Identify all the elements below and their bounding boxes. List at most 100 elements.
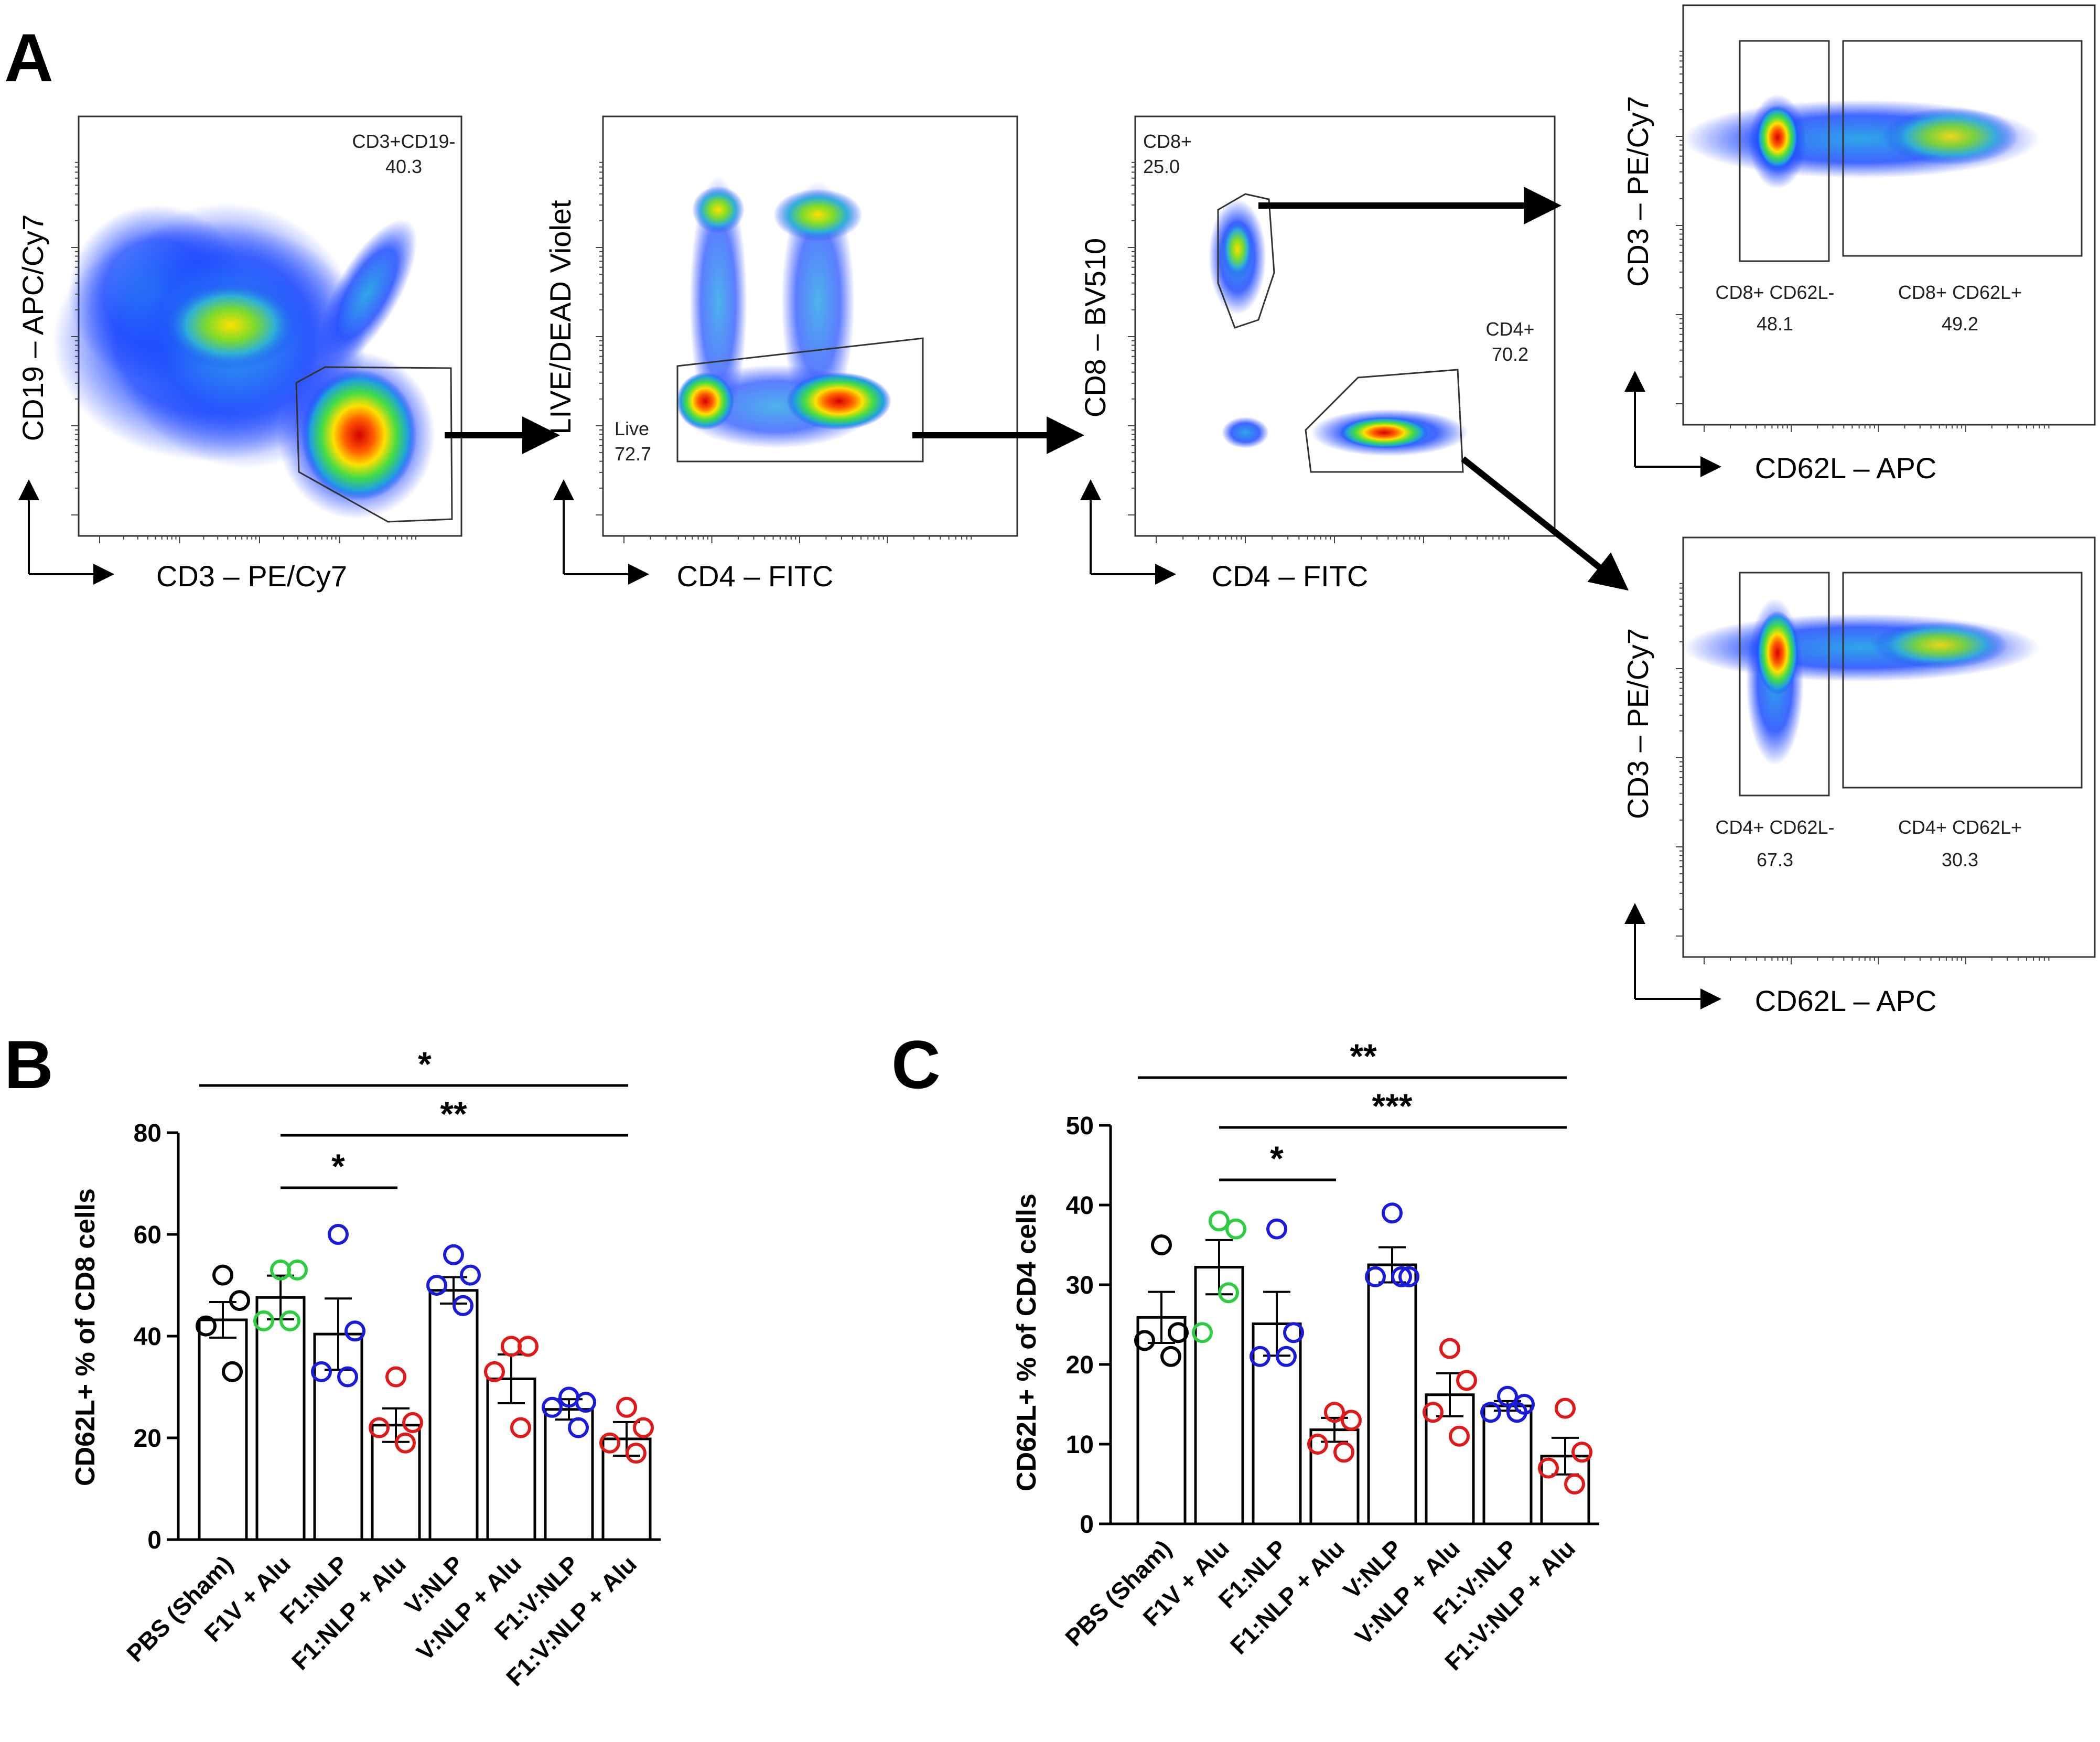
gate-cd4-cd62l-pos bbox=[1842, 572, 2083, 789]
density-cloud bbox=[1209, 199, 1468, 456]
data-point bbox=[1449, 1425, 1470, 1447]
bar bbox=[198, 1318, 248, 1541]
gate-value: 30.3 bbox=[1942, 849, 1978, 870]
bar bbox=[255, 1296, 306, 1541]
data-point bbox=[279, 1310, 300, 1331]
data-point bbox=[1564, 1474, 1585, 1494]
data-point bbox=[501, 1336, 522, 1357]
gate-value: 72.7 bbox=[615, 443, 651, 465]
flow-axis-ticks bbox=[71, 50, 2050, 964]
data-point bbox=[1333, 1442, 1354, 1463]
data-point bbox=[253, 1310, 274, 1331]
gate-value: 48.1 bbox=[1757, 313, 1793, 335]
gate-name: CD8+ CD62L- bbox=[1715, 282, 1834, 303]
plot-frame bbox=[1682, 4, 2096, 426]
y-tick-label: 20 bbox=[1066, 1351, 1094, 1379]
y-tick-label: 40 bbox=[1066, 1192, 1094, 1220]
y-tick-label: 50 bbox=[1066, 1112, 1094, 1140]
data-point bbox=[1571, 1442, 1592, 1463]
data-point bbox=[1209, 1210, 1230, 1232]
gate-live bbox=[676, 337, 924, 463]
plot-frame bbox=[1682, 536, 2096, 958]
bar bbox=[1194, 1266, 1244, 1525]
y-axis-label: CD3 – PE/Cy7 bbox=[1621, 628, 1654, 819]
data-point bbox=[1266, 1218, 1287, 1240]
bar bbox=[1309, 1428, 1360, 1525]
data-point bbox=[1283, 1322, 1304, 1343]
gate-cd4 bbox=[1305, 369, 1464, 473]
y-tick-label: 80 bbox=[134, 1120, 161, 1147]
density-cloud bbox=[52, 202, 435, 519]
data-point bbox=[1456, 1370, 1477, 1391]
data-point bbox=[229, 1290, 250, 1311]
data-point bbox=[1225, 1218, 1246, 1240]
significance-label: ** bbox=[1350, 1037, 1377, 1076]
y-tick-label: 0 bbox=[147, 1526, 161, 1554]
data-point bbox=[443, 1244, 464, 1265]
y-tick-label: 60 bbox=[134, 1221, 161, 1249]
gating-arrows bbox=[445, 187, 1629, 591]
significance-label: * bbox=[331, 1147, 345, 1186]
data-point bbox=[484, 1361, 505, 1382]
bar bbox=[428, 1289, 479, 1541]
data-point bbox=[337, 1366, 358, 1388]
data-point bbox=[510, 1417, 531, 1438]
data-point bbox=[626, 1443, 647, 1464]
data-point bbox=[1218, 1282, 1239, 1304]
density-cloud bbox=[1683, 94, 2040, 189]
data-point bbox=[1439, 1338, 1460, 1359]
gate-value: 40.3 bbox=[385, 156, 422, 177]
density-cloud bbox=[1683, 598, 2040, 766]
panel-label-c: C bbox=[891, 1026, 941, 1103]
data-point bbox=[1398, 1266, 1419, 1287]
data-point bbox=[1324, 1402, 1345, 1423]
data-point bbox=[453, 1295, 473, 1316]
gate-value: 49.2 bbox=[1942, 313, 1978, 335]
data-point bbox=[518, 1336, 539, 1357]
data-point bbox=[1555, 1397, 1576, 1419]
density-cloud bbox=[676, 176, 891, 448]
significance-label: * bbox=[418, 1045, 432, 1083]
data-point bbox=[385, 1366, 406, 1388]
gate-cd3-cd19 bbox=[295, 366, 453, 523]
data-point bbox=[1365, 1266, 1386, 1287]
panel-label-b: B bbox=[4, 1026, 53, 1103]
data-point bbox=[1307, 1434, 1328, 1455]
y-tick-label: 0 bbox=[1080, 1511, 1094, 1539]
gate-value: 70.2 bbox=[1492, 343, 1528, 365]
x-axis-label: CD4 – FITC bbox=[677, 560, 834, 593]
y-axis-label: LIVE/DEAD Violet bbox=[544, 200, 577, 435]
y-tick-label: 30 bbox=[1066, 1272, 1094, 1299]
data-point bbox=[344, 1320, 365, 1342]
gate-name: CD8+ bbox=[1143, 131, 1192, 152]
x-axis-label: CD62L – APC bbox=[1755, 984, 1937, 1017]
gate-cd4-cd62l-neg bbox=[1739, 572, 1830, 797]
x-axis-label: CD4 – FITC bbox=[1212, 560, 1369, 593]
significance-label: ** bbox=[440, 1094, 467, 1133]
data-point bbox=[212, 1264, 233, 1286]
data-point bbox=[1134, 1330, 1155, 1351]
gate-value: 25.0 bbox=[1143, 156, 1180, 177]
gate-name: CD4+ bbox=[1485, 318, 1534, 340]
y-axis-label: CD3 – PE/Cy7 bbox=[1621, 96, 1654, 287]
data-point bbox=[1276, 1346, 1297, 1367]
data-point bbox=[395, 1432, 416, 1454]
bar bbox=[1367, 1263, 1417, 1525]
gate-name: CD8+ CD62L+ bbox=[1898, 282, 2022, 303]
y-axis-label: CD62L+ % of CD8 cells bbox=[70, 1188, 101, 1486]
data-point bbox=[616, 1396, 637, 1418]
data-point bbox=[402, 1412, 423, 1433]
data-point bbox=[460, 1264, 481, 1286]
flow-plot-cd4-cd62l: CD4+ CD62L- 67.3 CD4+ CD62L+ 30.3 CD62L … bbox=[1621, 536, 2096, 1017]
y-axis-label: CD62L+ % of CD4 cells bbox=[1011, 1193, 1042, 1491]
data-point bbox=[575, 1392, 596, 1413]
y-tick-label: 10 bbox=[1066, 1431, 1094, 1459]
gate-name: CD4+ CD62L- bbox=[1715, 816, 1834, 838]
y-axis-label: CD8 – BV510 bbox=[1079, 238, 1112, 417]
gating-arrow bbox=[1461, 456, 1629, 591]
data-point bbox=[568, 1417, 589, 1438]
data-point bbox=[1480, 1402, 1501, 1423]
data-point bbox=[1538, 1457, 1559, 1479]
